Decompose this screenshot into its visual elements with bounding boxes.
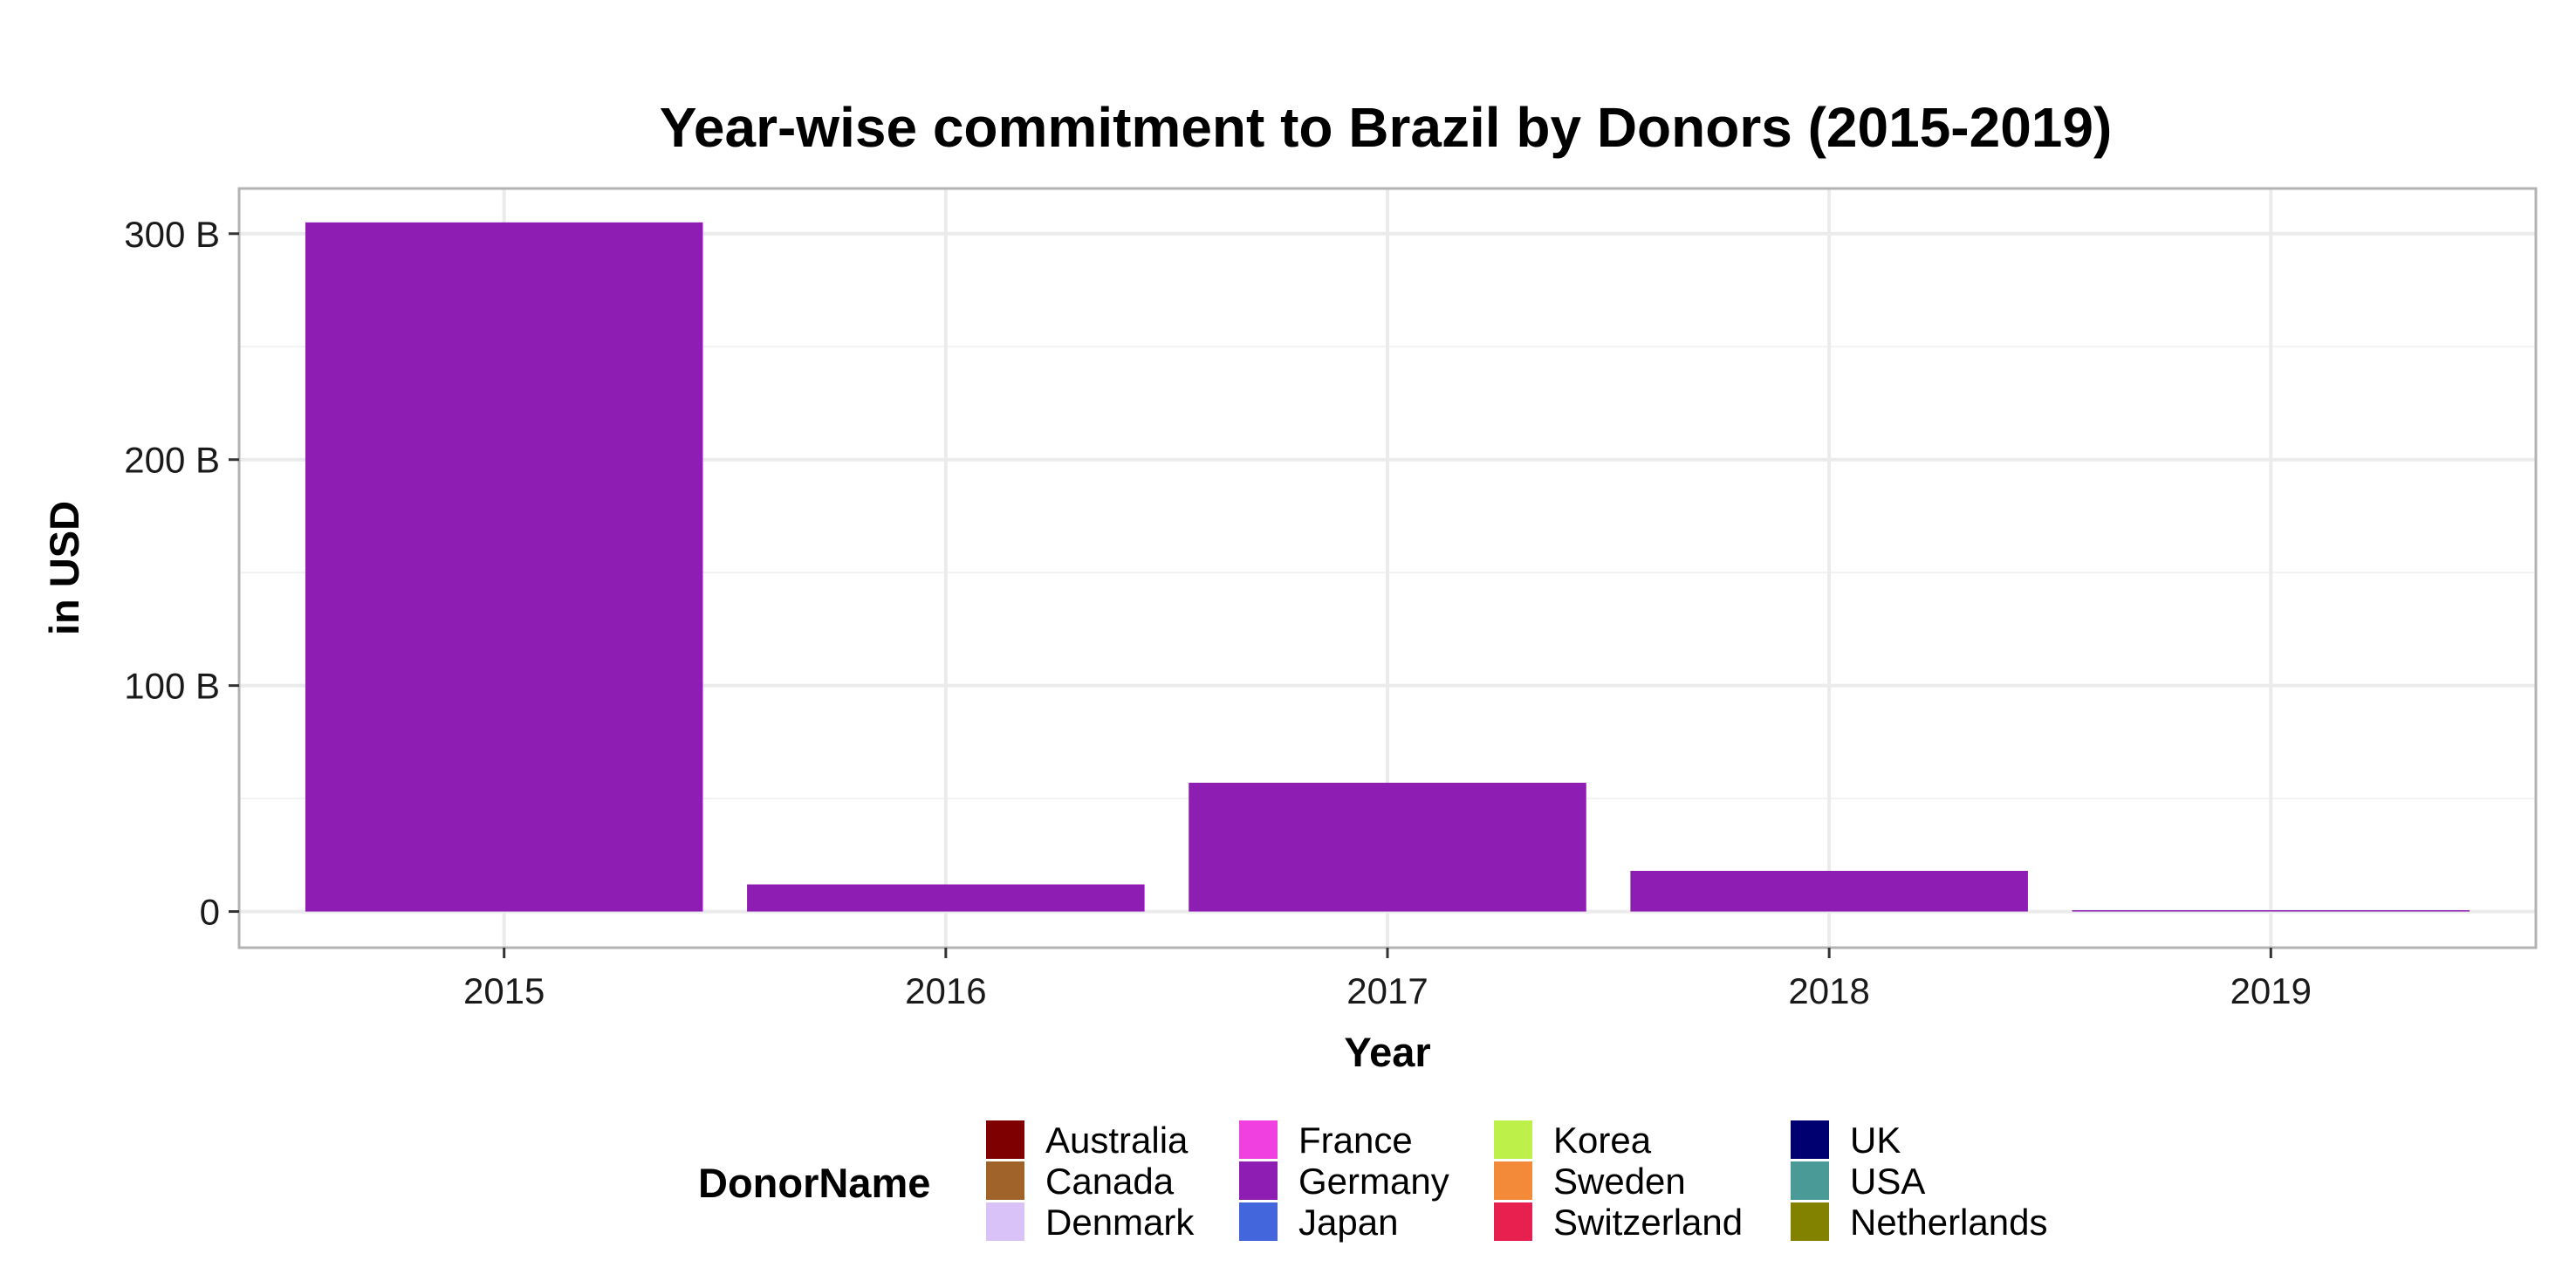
- legend-label: Australia: [1045, 1120, 1189, 1161]
- x-tick-label: 2015: [463, 970, 545, 1011]
- legend-swatch: [1239, 1120, 1278, 1159]
- chart-title: Year-wise commitment to Brazil by Donors…: [660, 96, 2113, 159]
- bars: [305, 222, 2470, 912]
- bar-2016: [747, 884, 1145, 912]
- bar-2017: [1189, 782, 1586, 912]
- bar-2015: [305, 222, 703, 912]
- x-axis: 2015 2016 2017 2018 2019: [463, 948, 2312, 1011]
- legend-label: UK: [1850, 1120, 1901, 1161]
- legend-label: USA: [1850, 1161, 1925, 1202]
- legend-swatch: [1494, 1161, 1532, 1200]
- legend-label: Korea: [1553, 1120, 1652, 1161]
- legend-label: Switzerland: [1553, 1202, 1743, 1243]
- legend-label: Japan: [1298, 1202, 1398, 1243]
- legend-swatch: [1239, 1161, 1278, 1200]
- legend-label: Netherlands: [1850, 1202, 2047, 1243]
- legend-swatch: [1494, 1202, 1532, 1241]
- x-axis-title: Year: [1344, 1029, 1430, 1075]
- x-tick-label: 2016: [905, 970, 986, 1011]
- legend-swatch: [1239, 1202, 1278, 1241]
- legend-title: DonorName: [698, 1160, 930, 1206]
- legend-swatch: [1791, 1161, 1829, 1200]
- y-axis-title: in USD: [41, 501, 87, 635]
- x-tick-label: 2019: [2230, 970, 2312, 1011]
- legend-swatch: [986, 1120, 1024, 1159]
- legend-label: Sweden: [1553, 1161, 1686, 1202]
- y-tick-label: 200 B: [124, 440, 220, 481]
- y-tick-label: 100 B: [124, 666, 220, 707]
- legend-swatch: [1791, 1120, 1829, 1159]
- x-tick-label: 2018: [1788, 970, 1869, 1011]
- legend-label: Germany: [1298, 1161, 1449, 1202]
- y-tick-label: 0: [200, 892, 220, 933]
- legend-label: Canada: [1045, 1161, 1175, 1202]
- x-tick-label: 2017: [1346, 970, 1428, 1011]
- legend-label: Denmark: [1045, 1202, 1195, 1243]
- legend-swatch: [1791, 1202, 1829, 1241]
- legend-swatch: [986, 1161, 1024, 1200]
- legend-swatch: [986, 1202, 1024, 1241]
- bar-2019: [2072, 910, 2470, 912]
- legend-swatch: [1494, 1120, 1532, 1159]
- bar-2018: [1630, 870, 2028, 912]
- y-axis: 0 100 B 200 B 300 B: [124, 214, 239, 933]
- y-tick-label: 300 B: [124, 214, 220, 255]
- legend-label: France: [1298, 1120, 1413, 1161]
